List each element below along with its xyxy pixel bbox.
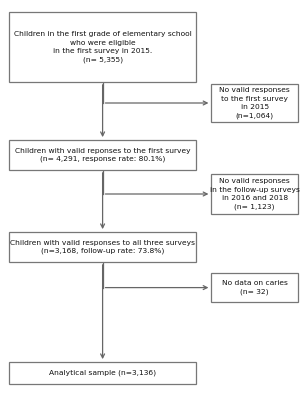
Text: No valid responses
to the first survey
in 2015
(n=1,064): No valid responses to the first survey i… [219,87,290,119]
Text: Children with valid reponses to the first survey
(n= 4,291, response rate: 80.1%: Children with valid reponses to the firs… [15,148,190,162]
FancyBboxPatch shape [9,12,196,82]
FancyBboxPatch shape [9,140,196,170]
FancyBboxPatch shape [211,84,298,122]
FancyBboxPatch shape [9,362,196,384]
Text: No data on caries
(n= 32): No data on caries (n= 32) [222,280,288,295]
FancyBboxPatch shape [211,273,298,302]
Text: Children in the first grade of elementary school
who were eligible
in the first : Children in the first grade of elementar… [14,31,192,63]
Text: Children with valid responses to all three surveys
(n=3,168, follow-up rate: 73.: Children with valid responses to all thr… [10,240,195,254]
FancyBboxPatch shape [211,174,298,214]
FancyBboxPatch shape [9,232,196,262]
Text: Analytical sample (n=3,136): Analytical sample (n=3,136) [49,370,156,376]
Text: No valid responses
in the follow-up surveys
in 2016 and 2018
(n= 1,123): No valid responses in the follow-up surv… [210,178,299,210]
